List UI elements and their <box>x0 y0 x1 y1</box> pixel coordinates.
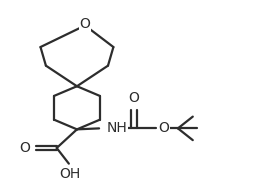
Text: O: O <box>20 141 31 155</box>
Text: NH: NH <box>107 121 127 135</box>
Text: O: O <box>128 92 139 105</box>
Text: O: O <box>80 17 90 32</box>
Text: O: O <box>158 121 169 135</box>
Text: OH: OH <box>60 167 81 181</box>
